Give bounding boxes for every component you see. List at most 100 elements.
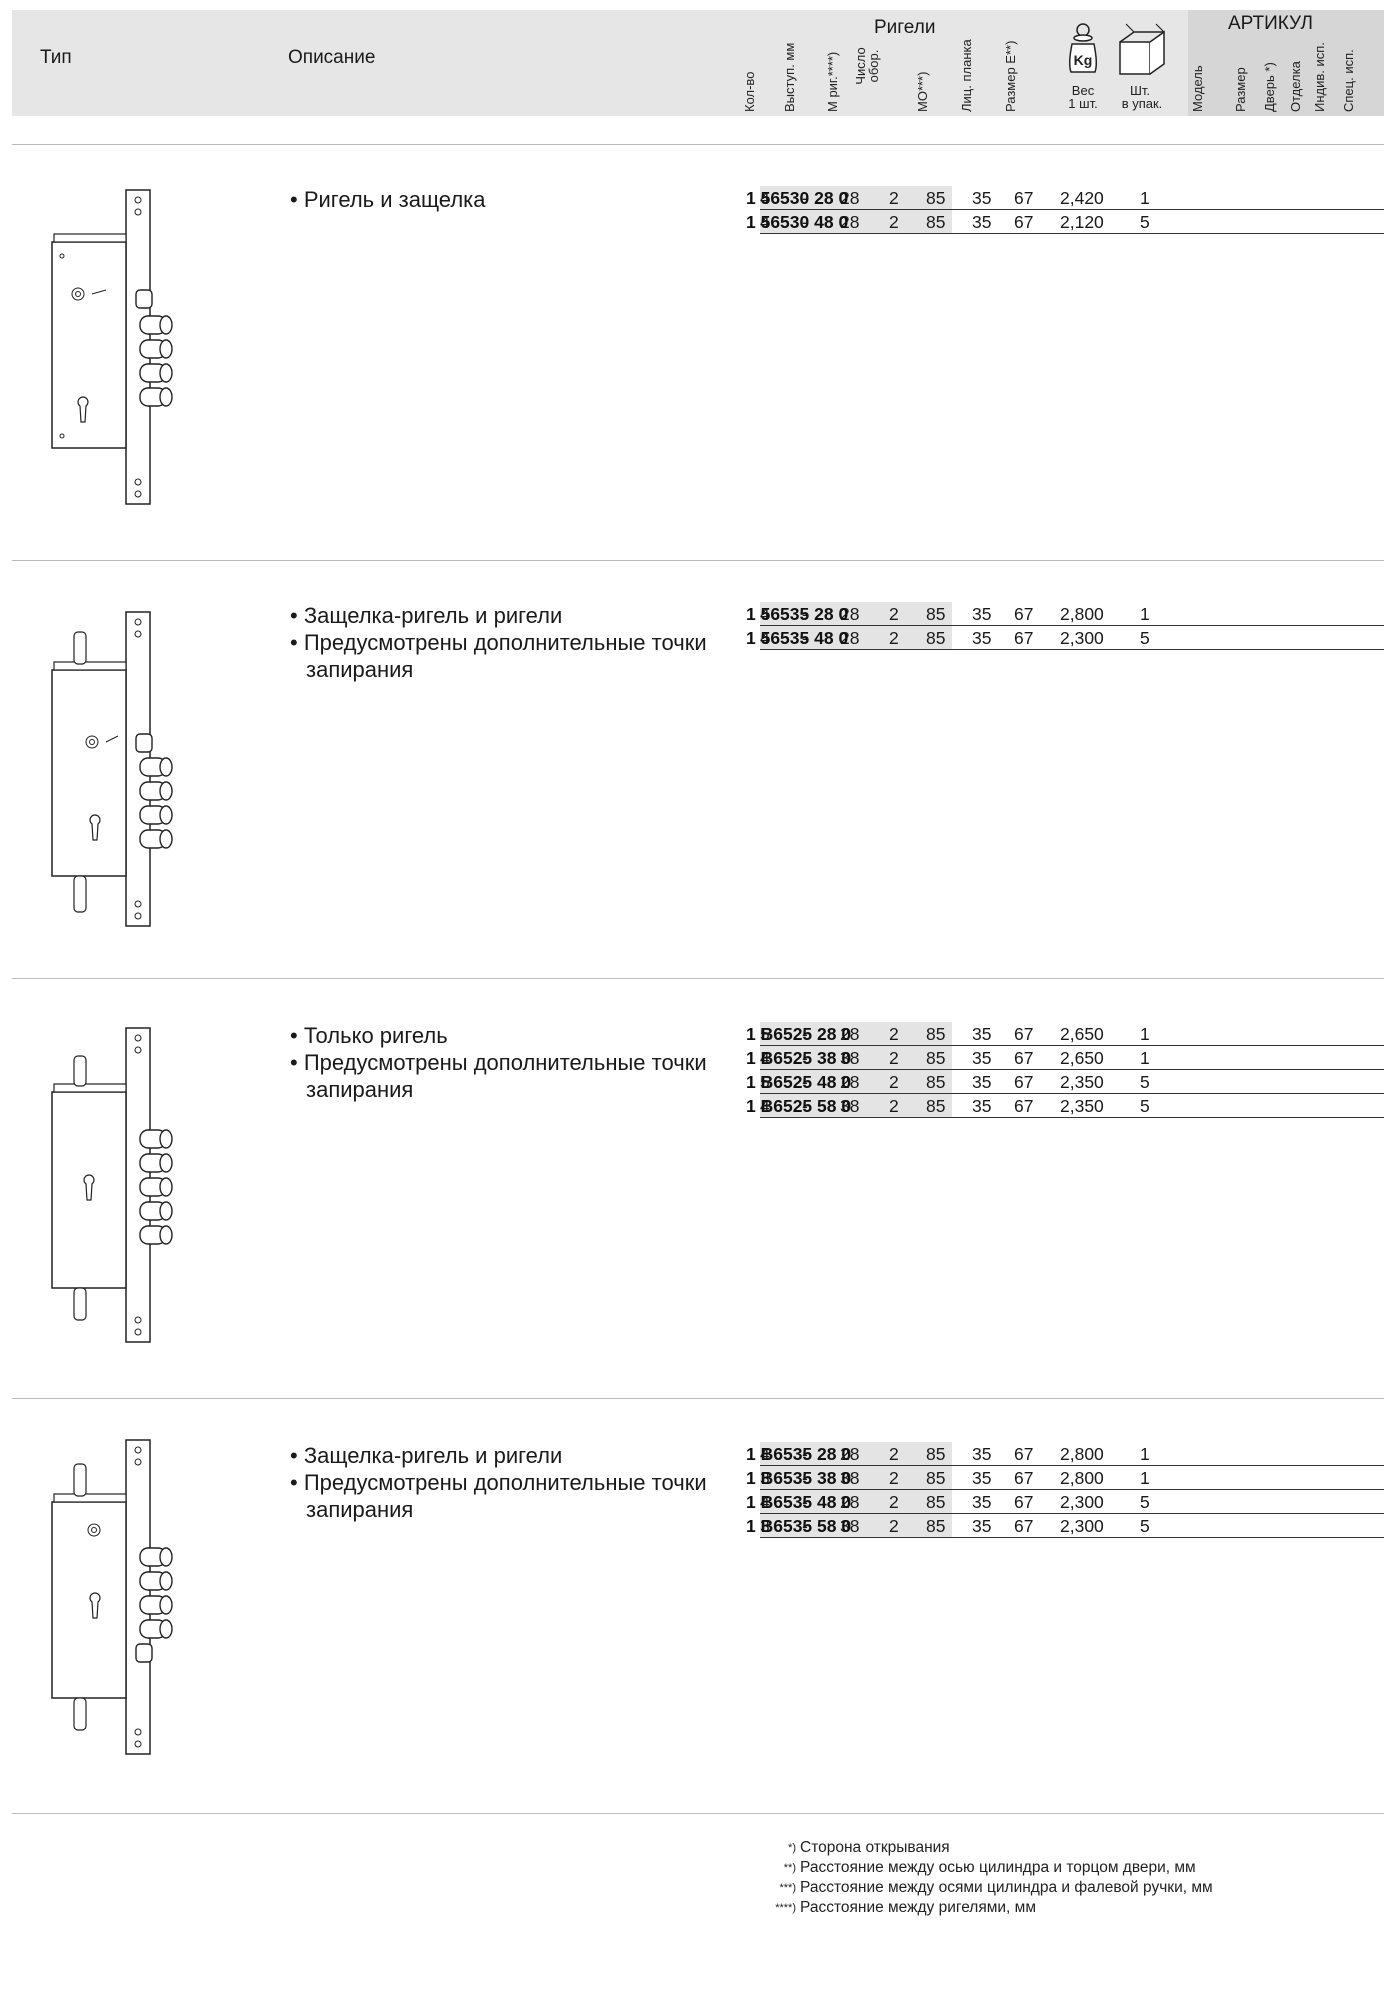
lock-diagram	[51, 189, 173, 505]
divider	[12, 560, 1384, 561]
qty-cell: 5	[760, 1072, 770, 1092]
qty-cell: 5	[760, 1024, 770, 1044]
article-number: 1 B6535 48 0	[746, 1492, 852, 1512]
faceplate-cell: 35	[972, 212, 992, 232]
turns-cell: 2	[889, 1048, 899, 1068]
article-number: 1 B6525 28 0	[746, 1024, 852, 1044]
weight-cell: 2,800	[1060, 1444, 1104, 1464]
size-e-cell: 67	[1014, 1468, 1034, 1488]
weight-cell: 2,800	[1060, 604, 1104, 624]
table-row: 4 - 28 2 85 35 67 2,300 5 1 56535 48 0	[746, 626, 1384, 650]
protrusion-cell: -	[802, 1492, 808, 1512]
product-section: • Ригель и защелка 4 - 28 2 85 35 67 2,4…	[0, 156, 1384, 566]
table-row: 3 - 38 2 85 35 67 2,800 1 1 B6535 38 0	[746, 1466, 1384, 1490]
turns-cell: 2	[889, 1444, 899, 1464]
size-e-cell: 67	[1014, 1048, 1034, 1068]
weight-cell: 2,350	[1060, 1096, 1104, 1116]
mo-cell: 85	[926, 1048, 946, 1068]
article-cell: 1 B6535 58 0	[746, 1514, 952, 1537]
mo-cell: 85	[926, 1072, 946, 1092]
article-cell: 1 B6525 58 0	[746, 1094, 952, 1117]
m-bolt-cell: 28	[840, 604, 860, 624]
footnote-text: Расстояние между осями цилиндра и фалево…	[800, 1879, 1213, 1896]
qty-cell: 4	[760, 1048, 770, 1068]
footnote-mark: *)	[788, 1842, 796, 1854]
m-bolt-cell: 28	[840, 628, 860, 648]
turns-cell: 2	[889, 1492, 899, 1512]
weight-cell: 2,300	[1060, 1492, 1104, 1512]
protrusion-column-header: Выступ. мм	[782, 42, 797, 112]
protrusion-cell: -	[802, 1516, 808, 1536]
pack-cell: 1	[1140, 188, 1150, 208]
article-number: 1 B6525 58 0	[746, 1096, 852, 1116]
article-cell: 1 56530 28 0	[746, 186, 952, 209]
size-e-cell: 67	[1014, 604, 1034, 624]
faceplate-column-header: Лиц. планка	[959, 39, 974, 112]
faceplate-cell: 35	[972, 1444, 992, 1464]
description-column-header: Описание	[288, 47, 376, 68]
table-row: 5 - 28 2 85 35 67 2,650 1 1 B6525 28 0	[746, 1022, 1384, 1046]
article-header-shade	[1188, 10, 1384, 116]
article-number: 1 B6535 38 0	[746, 1468, 852, 1488]
pack-cell: 5	[1140, 1072, 1150, 1092]
pack-cell: 5	[1140, 1492, 1150, 1512]
mo-cell: 85	[926, 1492, 946, 1512]
protrusion-cell: -	[802, 604, 808, 624]
turns-cell: 2	[889, 1024, 899, 1044]
m-bolt-cell: 38	[840, 1048, 860, 1068]
faceplate-cell: 35	[972, 1024, 992, 1044]
footnote-text: Сторона открывания	[800, 1839, 950, 1856]
size-e-cell: 67	[1014, 188, 1034, 208]
weight-cell: 2,420	[1060, 188, 1104, 208]
turns-column-header: Число обор.	[853, 47, 881, 85]
lock-diagram	[51, 1027, 173, 1343]
description-line: • Только ригель	[290, 1023, 448, 1048]
product-description: • Защелка-ригель и ригели • Предусмотрен…	[290, 602, 710, 683]
weight-cell: 2,350	[1060, 1072, 1104, 1092]
pack-cell: 5	[1140, 1096, 1150, 1116]
mo-cell: 85	[926, 1024, 946, 1044]
divider	[12, 144, 1384, 145]
table-row: 5 - 28 2 85 35 67 2,350 5 1 B6525 48 0	[746, 1070, 1384, 1094]
protrusion-cell: -	[802, 1468, 808, 1488]
article-number: 1 B6525 48 0	[746, 1072, 852, 1092]
m-bolt-column-header: М риг.****)	[825, 51, 840, 112]
mo-cell: 85	[926, 1468, 946, 1488]
spec-table: 4 - 28 2 85 35 67 2,800 1 1 56535 28 0 4…	[746, 602, 1384, 650]
product-section: • Только ригель • Предусмотрены дополнит…	[0, 990, 1384, 1400]
weight-cell: 2,800	[1060, 1468, 1104, 1488]
turns-cell: 2	[889, 188, 899, 208]
table-header	[12, 10, 1384, 116]
finish-column-header: Отделка	[1288, 61, 1303, 112]
footnote-text: Расстояние между осью цилиндра и торцом …	[800, 1859, 1196, 1876]
description-line: • Предусмотрены дополнительные точки зап…	[290, 1050, 707, 1102]
faceplate-cell: 35	[972, 1516, 992, 1536]
pack-cell: 5	[1140, 628, 1150, 648]
product-description: • Ригель и защелка	[290, 186, 710, 213]
lock-diagram	[51, 1439, 173, 1755]
m-bolt-cell: 38	[840, 1516, 860, 1536]
divider	[12, 978, 1384, 979]
mo-cell: 85	[926, 188, 946, 208]
table-row: 4 - 28 2 85 35 67 2,800 1 1 B6535 28 0	[746, 1442, 1384, 1466]
description-line: • Ригель и защелка	[290, 187, 486, 212]
article-cell: 1 B6525 38 0	[746, 1046, 952, 1069]
description-line: • Предусмотрены дополнительные точки зап…	[290, 630, 707, 682]
article-cell: 1 B6525 28 0	[746, 1022, 952, 1045]
spec-table: 4 - 28 2 85 35 67 2,420 1 1 56530 28 0 4…	[746, 186, 1384, 234]
size-e-cell: 67	[1014, 628, 1034, 648]
mo-column-header: МО***)	[915, 71, 930, 112]
divider	[12, 1813, 1384, 1814]
m-bolt-cell: 28	[840, 1492, 860, 1512]
protrusion-cell: -	[802, 212, 808, 232]
qty-cell: 4	[760, 604, 770, 624]
weight-cell: 2,300	[1060, 628, 1104, 648]
turns-cell: 2	[889, 1096, 899, 1116]
size-e-cell: 67	[1014, 1024, 1034, 1044]
weight-header-2: 1 шт.	[1068, 96, 1098, 111]
description-line: • Защелка-ригель и ригели	[290, 1443, 563, 1468]
turns-cell: 2	[889, 1516, 899, 1536]
spec-table: 4 - 28 2 85 35 67 2,800 1 1 B6535 28 0 3…	[746, 1442, 1384, 1538]
table-row: 4 - 28 2 85 35 67 2,300 5 1 B6535 48 0	[746, 1490, 1384, 1514]
qty-cell: 4	[760, 1492, 770, 1512]
